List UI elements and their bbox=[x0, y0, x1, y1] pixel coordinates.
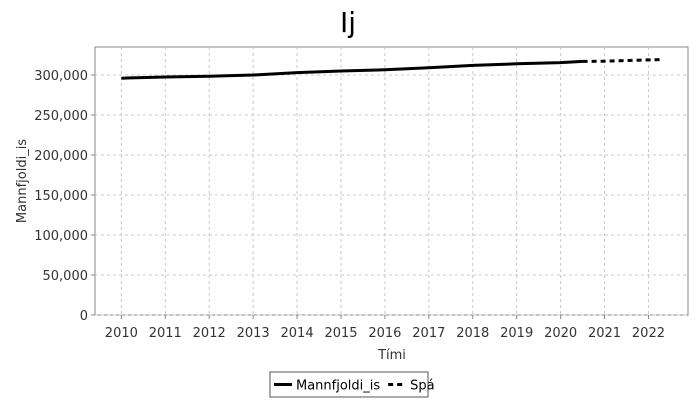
y-tick-label: 300,000 bbox=[34, 69, 88, 84]
grid bbox=[95, 47, 688, 316]
x-axis-title: Tími bbox=[377, 348, 406, 363]
plot-area bbox=[94, 46, 689, 316]
x-tick-label: 2017 bbox=[412, 326, 445, 341]
y-tick-label: 250,000 bbox=[34, 109, 88, 124]
x-tick-label: 2019 bbox=[500, 326, 533, 341]
legend: Mannfjoldi_is Spá bbox=[269, 371, 435, 398]
x-tick-label: 2016 bbox=[368, 326, 401, 341]
axes: 0 50,000 100,000 150,000 200,000 250,000 300,0… bbox=[34, 69, 665, 341]
x-tick-label: 2012 bbox=[193, 326, 226, 341]
y-tick-label: 0 bbox=[80, 309, 88, 324]
legend-label: Mannfjoldi_is bbox=[296, 379, 380, 394]
x-tick-label: 2011 bbox=[149, 326, 182, 341]
x-tick-label: 2018 bbox=[456, 326, 489, 341]
y-axis-title: Mannfjoldi_is bbox=[15, 139, 30, 223]
y-tick-label: 50,000 bbox=[43, 269, 89, 284]
y-tick-label: 100,000 bbox=[34, 229, 88, 244]
x-tick-label: 2021 bbox=[588, 326, 621, 341]
chart-title: Ij bbox=[340, 6, 356, 39]
x-tick-label: 2010 bbox=[105, 326, 138, 341]
x-tick-label: 2015 bbox=[324, 326, 357, 341]
y-tick-label: 200,000 bbox=[34, 149, 88, 164]
series-layer bbox=[121, 58, 662, 80]
x-tick-label: 2020 bbox=[544, 326, 577, 341]
legend-label: Spá bbox=[410, 379, 434, 394]
x-tick-label: 2022 bbox=[632, 326, 665, 341]
series-line-0 bbox=[121, 59, 583, 80]
y-tick-label: 150,000 bbox=[34, 189, 88, 204]
x-tick-label: 2014 bbox=[281, 326, 314, 341]
x-tick-label: 2013 bbox=[237, 326, 270, 341]
series-line-1 bbox=[582, 58, 662, 63]
